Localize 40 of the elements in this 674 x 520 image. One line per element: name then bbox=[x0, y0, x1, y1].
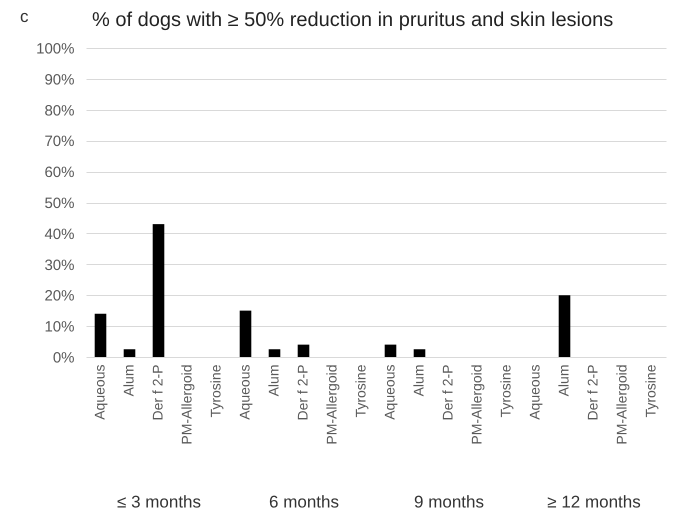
x-tick-label: Alum bbox=[266, 364, 282, 396]
x-tick-label: Der f 2-P bbox=[294, 364, 310, 421]
x-tick-label: Alum bbox=[556, 364, 572, 396]
x-tick-label: Aqueous bbox=[92, 364, 108, 420]
x-tick-label: PM-Allergoid bbox=[178, 364, 194, 445]
y-tick-label: 0% bbox=[52, 350, 74, 366]
x-tick-label: Tyrosine bbox=[208, 364, 224, 418]
text: % of dogs with ≥ 50% reduction in pruritus and skin lesions bbox=[92, 9, 614, 31]
text: c bbox=[20, 7, 29, 26]
x-tick-label: Aqueous bbox=[526, 364, 542, 420]
x-tick-label: Der f 2-P bbox=[150, 364, 166, 421]
x-axis-title: 6 months bbox=[269, 492, 339, 512]
x-tick-label: PM-Allergoid bbox=[468, 364, 484, 445]
x-tick-label: Aqueous bbox=[382, 364, 398, 420]
x-tick-label: Alum bbox=[410, 364, 426, 396]
y-tick-label: 60% bbox=[44, 164, 74, 182]
y-tick-label: 90% bbox=[44, 71, 74, 88]
y-tick-label: 70% bbox=[44, 133, 74, 150]
x-tick-label: Der f 2-P bbox=[584, 364, 600, 421]
bar bbox=[152, 224, 164, 357]
y-tick-label: 10% bbox=[44, 318, 74, 336]
x-tick-label: Der f 2-P bbox=[440, 364, 456, 421]
y-tick-label: 40% bbox=[44, 226, 74, 243]
y-tick-label: 50% bbox=[44, 195, 74, 212]
x-tick-label: Tyrosine bbox=[498, 364, 514, 418]
x-tick-label: Aqueous bbox=[236, 364, 252, 420]
x-axis-title: ≥ 12 months bbox=[547, 492, 641, 512]
x-tick-label: PM-Allergoid bbox=[614, 364, 630, 445]
bar bbox=[94, 314, 106, 357]
y-tick-label: 30% bbox=[44, 256, 74, 274]
x-tick-label: PM-Allergoid bbox=[324, 364, 340, 445]
x-tick-label: Tyrosine bbox=[352, 364, 368, 418]
y-tick-label: 100% bbox=[36, 40, 74, 58]
x-tick-label: Alum bbox=[120, 364, 136, 396]
y-tick-label: 20% bbox=[44, 288, 74, 305]
y-tick-label: 80% bbox=[44, 102, 74, 120]
x-tick-label: Tyrosine bbox=[642, 364, 658, 418]
x-axis-title: ≤ 3 months bbox=[117, 492, 201, 512]
x-axis-title: 9 months bbox=[414, 492, 484, 512]
bar bbox=[124, 349, 136, 357]
